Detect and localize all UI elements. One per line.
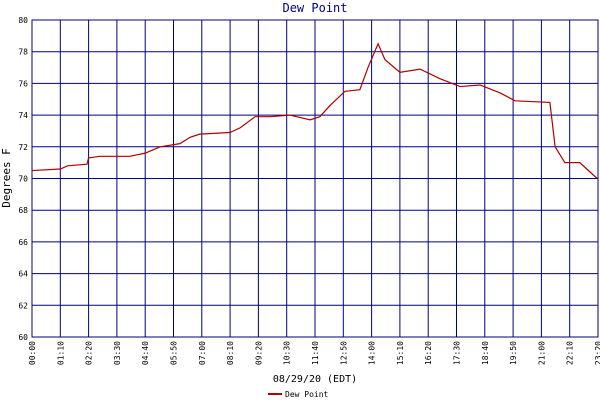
y-tick-label: 66	[18, 238, 28, 247]
x-tick-label: 16:20	[424, 341, 433, 365]
x-tick-label: 21:00	[537, 341, 546, 365]
y-axis-label: Degrees F	[0, 148, 13, 208]
x-tick-label: 14:00	[368, 341, 377, 365]
x-tick-label: 09:20	[254, 341, 263, 365]
x-tick-label: 23:20	[594, 341, 600, 365]
y-tick-label: 78	[18, 48, 28, 57]
chart-title: Dew Point	[282, 1, 347, 15]
x-tick-label: 11:40	[311, 341, 320, 365]
y-tick-label: 64	[18, 270, 28, 279]
y-tick-label: 76	[18, 79, 28, 88]
x-tick-label: 12:50	[339, 341, 348, 365]
x-tick-label: 05:50	[170, 341, 179, 365]
y-tick-label: 72	[18, 143, 28, 152]
x-tick-label: 19:50	[509, 341, 518, 365]
y-tick-label: 80	[18, 16, 28, 25]
data-line	[31, 42, 598, 179]
x-tick-label: 02:20	[85, 341, 94, 365]
x-tick-label: 03:30	[113, 341, 122, 365]
y-tick-label: 60	[18, 333, 28, 342]
x-tick-label: 08:10	[226, 341, 235, 365]
y-tick-label: 70	[18, 175, 28, 184]
x-tick-label: 17:30	[453, 341, 462, 365]
x-tick-label: 18:40	[481, 341, 490, 365]
x-tick-label: 10:30	[283, 341, 292, 365]
x-tick-label: 04:40	[141, 341, 150, 365]
x-tick-label: 15:10	[396, 341, 405, 365]
y-tick-label: 62	[18, 301, 28, 310]
x-axis-label: 08/29/20 (EDT)	[273, 374, 357, 385]
x-tick-label: 07:00	[198, 341, 207, 365]
y-tick-label: 74	[18, 111, 28, 120]
y-tick-label: 68	[18, 206, 28, 215]
x-tick-label: 01:10	[56, 341, 65, 365]
x-tick-label: 00:00	[28, 341, 37, 365]
x-tick-label: 22:10	[566, 341, 575, 365]
legend-label: Dew Point	[285, 390, 329, 399]
